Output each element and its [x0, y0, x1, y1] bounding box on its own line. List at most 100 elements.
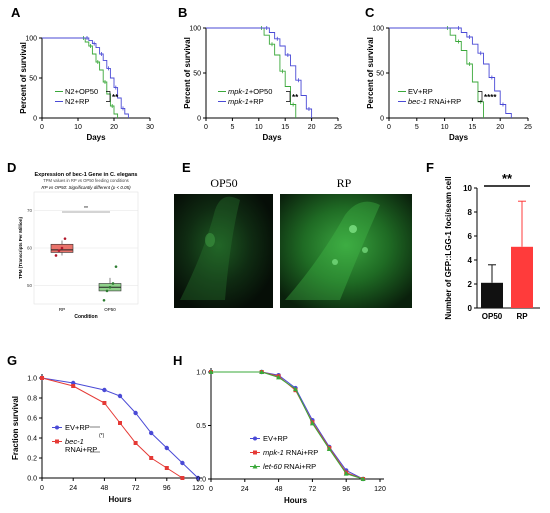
survival-curve-2: [42, 37, 129, 118]
legend-label-italic: mpk-1: [228, 87, 249, 96]
panel-h-survival-chart: 0.0 0.5 1.0 0 24 48 72 96 120 Hours EV+RP mpk-1 RNA…: [196, 368, 386, 505]
y-axis-label: Fraction survival: [11, 396, 20, 460]
significance-bracket: [106, 91, 111, 102]
x-axis-label: Condition: [74, 314, 97, 320]
legend-label-italic: mpk-1: [228, 97, 249, 106]
x-axis-label: Days: [262, 133, 282, 142]
panel-label-d: D: [7, 160, 16, 175]
data-point: [117, 393, 123, 399]
y-axis-label: TPM (Transcripts Per Million): [18, 216, 23, 279]
y-tick-label: 50: [29, 76, 37, 83]
data-point: [259, 369, 265, 374]
data-point: [102, 401, 107, 405]
survival-curve-1: [42, 37, 119, 118]
legend-label: mpk-1 RNAi+RP: [263, 448, 318, 457]
data-point: [102, 298, 106, 302]
panel-label-c: C: [365, 5, 375, 20]
legend-label-suffix: +RP: [249, 97, 264, 106]
x-tick-label: 20: [496, 124, 504, 131]
data-point: [63, 237, 67, 240]
legend-marker: [55, 439, 59, 444]
y-tick-label: 60: [27, 246, 33, 251]
legend-label-italic: let-60: [263, 462, 283, 471]
data-point: [40, 376, 44, 380]
data-point: [309, 420, 315, 426]
data-point: [276, 374, 282, 380]
x-axis-label: Days: [449, 133, 469, 142]
x-tick-label: 15: [469, 124, 477, 131]
y-tick-label: 4: [468, 256, 473, 265]
y-tick-label: 1.0: [27, 376, 37, 383]
panel-e-micrographs: OP50 RP: [174, 176, 412, 308]
legend-label-italic: bec-1: [65, 437, 84, 446]
legend-label-suffix: RNAi+RP: [65, 445, 97, 454]
y-tick-label: 0.4: [27, 436, 37, 443]
legend-marker: [252, 464, 258, 469]
micrograph-label-op50: OP50: [210, 176, 237, 190]
data-point: [60, 246, 64, 250]
x-tick-label: 24: [69, 485, 77, 492]
x-axis-label: Hours: [284, 496, 308, 505]
panel-a-survival-chart: 0 50 100 0 10 20 30 Days Percent of survival N2+O…: [19, 36, 154, 143]
x-tick-label: 10: [74, 124, 82, 131]
micrograph-label-rp: RP: [337, 176, 352, 190]
foci-rp: [332, 259, 338, 265]
x-tick-label: 120: [374, 486, 386, 493]
y-tick-label: 10: [463, 184, 472, 193]
legend-label: EV+RP: [408, 87, 433, 96]
legend-label-suffix: RNAi+RP: [284, 448, 318, 457]
survival-curve-1: [389, 27, 484, 118]
legend-label-suffix: RNAi+RP: [427, 97, 461, 106]
data-point: [102, 387, 107, 393]
foci-rp: [349, 225, 357, 233]
y-tick-label: 0.8: [27, 396, 37, 403]
y-tick-label: 50: [193, 71, 201, 78]
legend-label-italic: mpk-1: [263, 448, 284, 457]
panel-label-b: B: [178, 5, 187, 20]
x-tick-label: OP50: [482, 312, 503, 321]
legend-label: N2+OP50: [65, 87, 98, 96]
legend-marker: [55, 425, 59, 430]
legend-marker: [253, 436, 257, 441]
legend-label: mpk-1+OP50: [228, 87, 272, 96]
x-tick-label: 0: [40, 124, 44, 131]
data-point: [133, 410, 138, 416]
legend-label-suffix: +OP50: [249, 87, 273, 96]
x-tick-label: 48: [275, 486, 283, 493]
data-point: [326, 446, 332, 452]
y-tick-label: 100: [189, 26, 201, 33]
x-tick-label: 120: [192, 485, 204, 492]
x-tick-label: 25: [334, 124, 342, 131]
y-tick-label: 0.2: [27, 456, 37, 463]
y-tick-label: 6: [468, 232, 473, 241]
y-tick-label: 0.0: [27, 476, 37, 483]
x-tick-label: 5: [415, 124, 419, 131]
y-axis-label: Percent of survival: [19, 42, 28, 114]
significance-label: (*): [99, 433, 105, 439]
data-point: [105, 289, 109, 293]
legend-label-suffix: RNAi+RP: [282, 462, 316, 471]
panel-g-survival-chart: 0.0 0.2 0.4 0.6 0.8 1.0 0 24 48 72 96 120 Hours Fract…: [11, 374, 204, 504]
y-axis-label: Percent of survival: [183, 37, 192, 109]
panel-label-f: F: [426, 160, 434, 175]
legend-label: bec-1 RNAi+RP: [408, 97, 461, 106]
data-point: [54, 254, 58, 257]
worm-shape-rp: [285, 201, 380, 300]
data-point: [149, 430, 154, 436]
x-tick-label: 48: [101, 485, 109, 492]
x-tick-label: 0: [40, 485, 44, 492]
significance-label: ****: [484, 93, 497, 102]
legend-label: mpk-1+RP: [228, 97, 264, 106]
y-tick-label: 0: [468, 304, 473, 313]
x-tick-label: 10: [441, 124, 449, 131]
foci-op50: [205, 233, 215, 247]
y-tick-label: 100: [25, 36, 37, 43]
data-point: [343, 471, 349, 476]
bar-op50: [481, 282, 503, 308]
x-tick-label: 24: [241, 486, 249, 493]
data-point: [208, 369, 214, 374]
data-point: [360, 476, 366, 481]
significance-label: **: [84, 206, 88, 212]
